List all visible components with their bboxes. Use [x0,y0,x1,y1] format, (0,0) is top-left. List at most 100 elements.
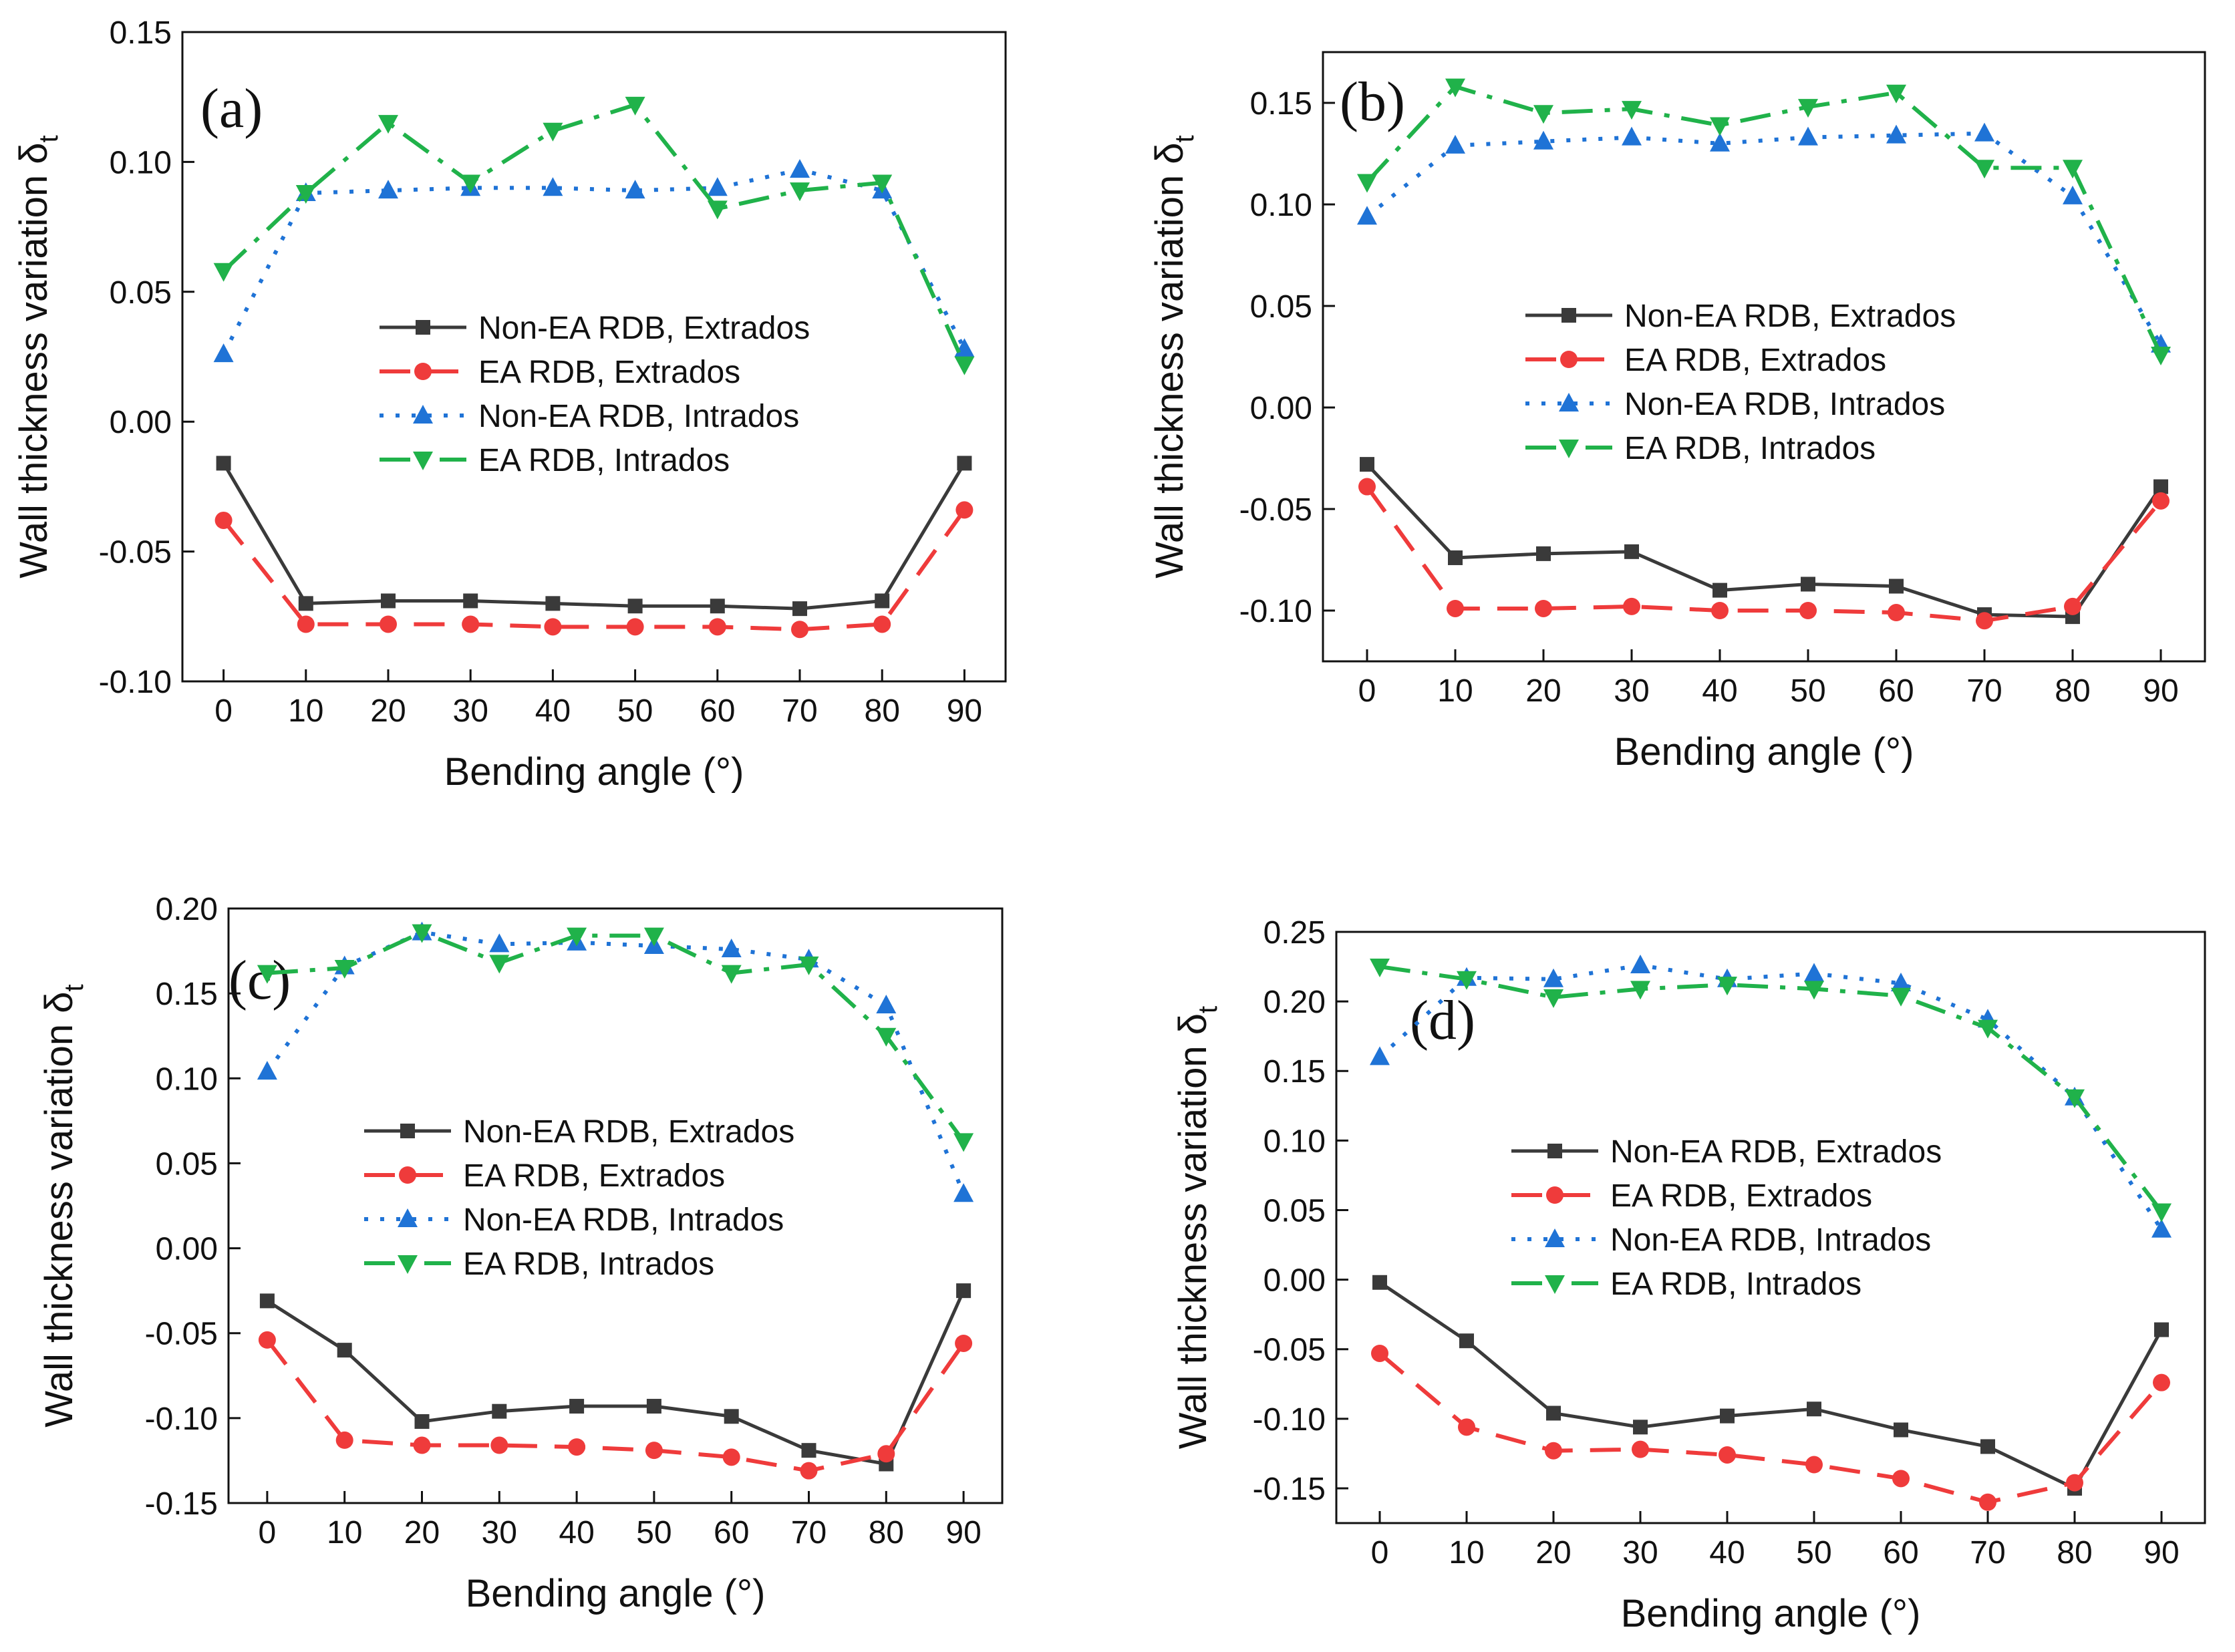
legend-label: Non-EA RDB, Extrados [478,311,810,346]
x-axis-label: Bending angle (°) [1621,1592,1921,1635]
data-point [1448,550,1463,565]
y-tick-label: 0.05 [1263,1193,1326,1228]
data-point [792,601,807,617]
y-axis-label: Wall thickness variation δt [1148,135,1199,578]
data-point [707,177,728,196]
series-non-ea-rdb-extrados [259,1283,972,1472]
x-tick-label: 40 [559,1515,594,1550]
legend-label: EA RDB, Intrados [1624,431,1876,466]
x-tick-label: 70 [1966,673,2002,709]
data-point [298,596,313,611]
data-point [1976,612,1993,630]
data-point [259,1293,275,1309]
series-line [265,930,965,1195]
data-point [489,955,510,974]
legend-marker [414,363,432,380]
data-point [257,1061,277,1080]
data-point [1889,579,1904,594]
data-point [877,1445,895,1463]
series-line [267,930,965,1143]
x-tick-label: 10 [288,693,323,729]
data-point [545,596,561,611]
legend-label: Non-EA RDB, Extrados [1610,1134,1942,1170]
y-tick-label: 0.10 [1263,1124,1326,1159]
data-point [2151,1203,2172,1222]
data-point [876,1027,897,1047]
data-point [1798,99,1818,118]
data-point [490,1436,508,1454]
data-point [295,185,316,204]
data-point [1357,174,1377,193]
series-ea-rdb-intrados [213,96,975,375]
x-tick-label: 20 [404,1515,440,1550]
x-tick-label: 40 [1702,673,1737,709]
chart-panel-b: -0.10 -0.05 0.00 0.05 0.10 0.15 0 10 20 30 40 50 60 7… [1148,51,2206,774]
x-tick-label: 30 [1622,1535,1658,1571]
data-point [1807,1401,1821,1417]
series-line [1379,965,2164,1213]
x-tick-label: 90 [947,693,982,729]
x-tick-label: 50 [617,693,653,729]
data-point [1622,101,1642,120]
legend-marker [399,1166,416,1184]
x-tick-label: 80 [865,693,900,729]
data-point [1892,1470,1910,1488]
y-axis-label-subscript: t [34,135,63,142]
data-point [492,1403,507,1419]
data-point [2066,1474,2083,1492]
x-tick-label: 10 [327,1515,362,1550]
legend-marker [1545,1275,1565,1294]
data-point [543,122,563,142]
data-point [1891,973,1911,992]
x-tick-label: 70 [791,1515,827,1550]
y-axis-label-text: Wall thickness variation δ [12,142,55,578]
panel-label: (a) [200,77,263,140]
legend: Non-EA RDB, Extrados EA RDB, Extrados Non-… [364,1114,794,1282]
legend-label: Non-EA RDB, Intrados [1624,387,1945,422]
x-tick-label: 50 [1796,1535,1831,1571]
y-tick-label: 0.00 [1263,1263,1326,1299]
data-point [216,456,231,471]
legend-marker [398,1208,418,1227]
series-line [1365,84,2163,356]
data-point [1533,105,1553,124]
y-tick-label: 0.05 [110,275,172,311]
y-tick-label: -0.05 [99,535,172,570]
data-point [1447,599,1464,617]
data-point [1804,981,1824,1000]
data-point [2154,1322,2169,1337]
data-point [1720,1408,1735,1424]
data-point [1980,1439,1995,1454]
x-tick-label: 0 [1371,1535,1389,1571]
x-tick-label: 40 [535,693,571,729]
y-axis-label-text: Wall thickness variation δ [37,991,81,1427]
y-axis-label-subscript: t [1170,135,1199,142]
data-point [791,621,808,639]
data-point [1632,1440,1649,1458]
data-point [957,456,972,471]
data-point [2151,1218,2172,1238]
y-axis-label: Wall thickness variation δt [12,135,63,578]
legend-label: EA RDB, Intrados [478,443,730,478]
y-tick-label: 0.00 [156,1232,218,1267]
legend-label: EA RDB, Intrados [463,1247,714,1282]
data-point [1543,989,1563,1008]
y-tick-label: 0.05 [156,1146,218,1182]
data-point [462,615,480,633]
data-point [800,1462,818,1480]
series-line [1378,963,2164,1231]
data-point [378,115,398,134]
series-non-ea-rdb-extrados [1360,457,2168,625]
y-tick-label: -0.15 [1253,1472,1326,1507]
data-point [872,174,893,194]
data-point [645,1442,663,1460]
series-line [1365,485,2163,623]
data-point [1357,206,1377,225]
data-point [1711,602,1729,619]
data-point [1546,1406,1561,1421]
data-point [1370,1046,1390,1065]
series-line [222,102,967,365]
legend-marker [413,405,433,424]
x-tick-label: 30 [1614,673,1649,709]
series-ea-rdb-extrados [258,1331,973,1480]
